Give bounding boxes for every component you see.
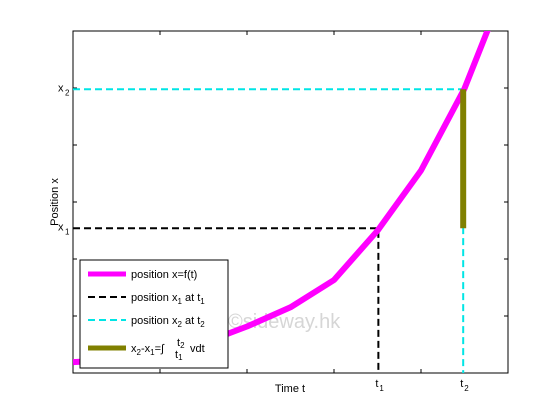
- tick-labels: t 1 t 2x 1x 2: [58, 82, 469, 393]
- x-tick-label-subscript: 1: [379, 384, 384, 393]
- integral-lower-bound: t1: [175, 349, 183, 362]
- legend-entry-label: x2-x1=∫: [131, 343, 165, 357]
- x-tick-label-subscript: 2: [464, 384, 469, 393]
- legend: position x=f(t) position x1 at t1 position…: [79, 259, 229, 369]
- y-tick-label: x: [58, 221, 64, 233]
- legend-entry-label: position x2 at t2: [131, 315, 205, 329]
- y-tick-label-subscript: 2: [65, 88, 70, 97]
- watermark-text: ©sideway.hk: [228, 311, 341, 333]
- x-axis-label: Time t: [275, 383, 305, 395]
- y-tick-label-subscript: 1: [65, 227, 70, 236]
- legend-entry-label: position x1 at t1: [131, 292, 205, 306]
- y-tick-label: x: [58, 82, 64, 94]
- x-tick-label: t: [460, 378, 463, 390]
- integral-integrand: vdt: [190, 343, 205, 355]
- y-axis-label: Position x: [49, 178, 61, 226]
- axis-tick-marks: [73, 31, 508, 373]
- guide-line: [73, 227, 380, 373]
- x-tick-label: t: [375, 378, 378, 390]
- legend-entry-label: position x=f(t): [131, 269, 197, 281]
- integral-upper-bound: t2: [177, 337, 185, 350]
